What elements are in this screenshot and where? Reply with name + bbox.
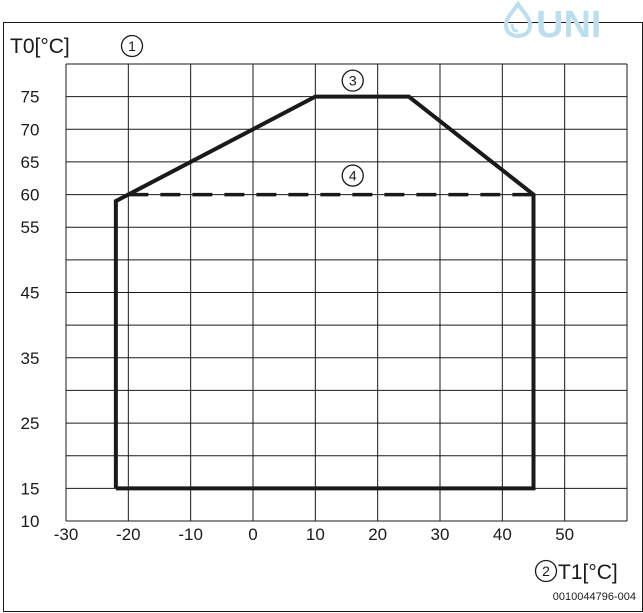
series-callout-3: 3 [341, 69, 364, 92]
x-axis-callout: 2 [534, 559, 558, 583]
x-axis-callout-circle [534, 559, 558, 583]
x-tick-label: -30 [54, 525, 79, 544]
drop-icon [503, 0, 533, 39]
y-tick-label: 65 [21, 153, 40, 172]
y-tick-label: 25 [21, 414, 40, 433]
x-tick-label: 40 [493, 525, 512, 544]
drop-highlight [510, 23, 519, 33]
x-tick-label: 50 [555, 525, 574, 544]
x-tick-label: 30 [431, 525, 450, 544]
series-callout-number: 3 [349, 73, 357, 89]
series-layer [113, 94, 536, 491]
series-callout-number: 4 [349, 168, 357, 184]
logo-text: UNI [536, 4, 601, 40]
y-axis-label: T0[°C] [10, 35, 70, 58]
series-callout-circle [341, 164, 364, 187]
y-tick-label: 60 [21, 186, 40, 205]
chart-frame: -30 -20 -10 0 10 20 30 40 50 10 15 25 35 45 55 60 65 70 75… [3, 22, 643, 612]
y-tick-label: 75 [21, 88, 40, 107]
grid [65, 63, 628, 522]
tick-labels: -30 -20 -10 0 10 20 30 40 50 10 15 25 35 45 55 60 65 70 75 [21, 88, 575, 544]
x-axis-callout-number: 2 [542, 563, 550, 579]
y-tick-label: 15 [21, 479, 40, 498]
x-axis-label: T1[°C] [558, 561, 618, 584]
series-callout-circle [341, 69, 364, 92]
y-tick-label: 45 [21, 284, 40, 303]
y-tick-label: 10 [21, 512, 40, 531]
y-tick-label: 55 [21, 218, 40, 237]
brand-logo: UNI [503, 0, 601, 40]
callouts: 34 [341, 69, 364, 187]
y-axis-callout-number: 1 [128, 38, 136, 54]
x-tick-label: 20 [368, 525, 387, 544]
operating-range-chart: -30 -20 -10 0 10 20 30 40 50 10 15 25 35 45 55 60 65 70 75… [10, 34, 636, 603]
x-tick-label: 0 [248, 525, 257, 544]
figure-code: 0010044796-004 [553, 591, 636, 603]
x-tick-label: -20 [116, 525, 141, 544]
x-tick-label: 10 [306, 525, 325, 544]
series-callout-4: 4 [341, 164, 364, 187]
y-tick-label: 70 [21, 120, 40, 139]
y-tick-label: 35 [21, 349, 40, 368]
x-tick-label: -10 [178, 525, 203, 544]
y-axis-callout: 1 [120, 34, 144, 58]
operating-envelope [113, 94, 536, 491]
y-axis-callout-circle [120, 34, 144, 58]
